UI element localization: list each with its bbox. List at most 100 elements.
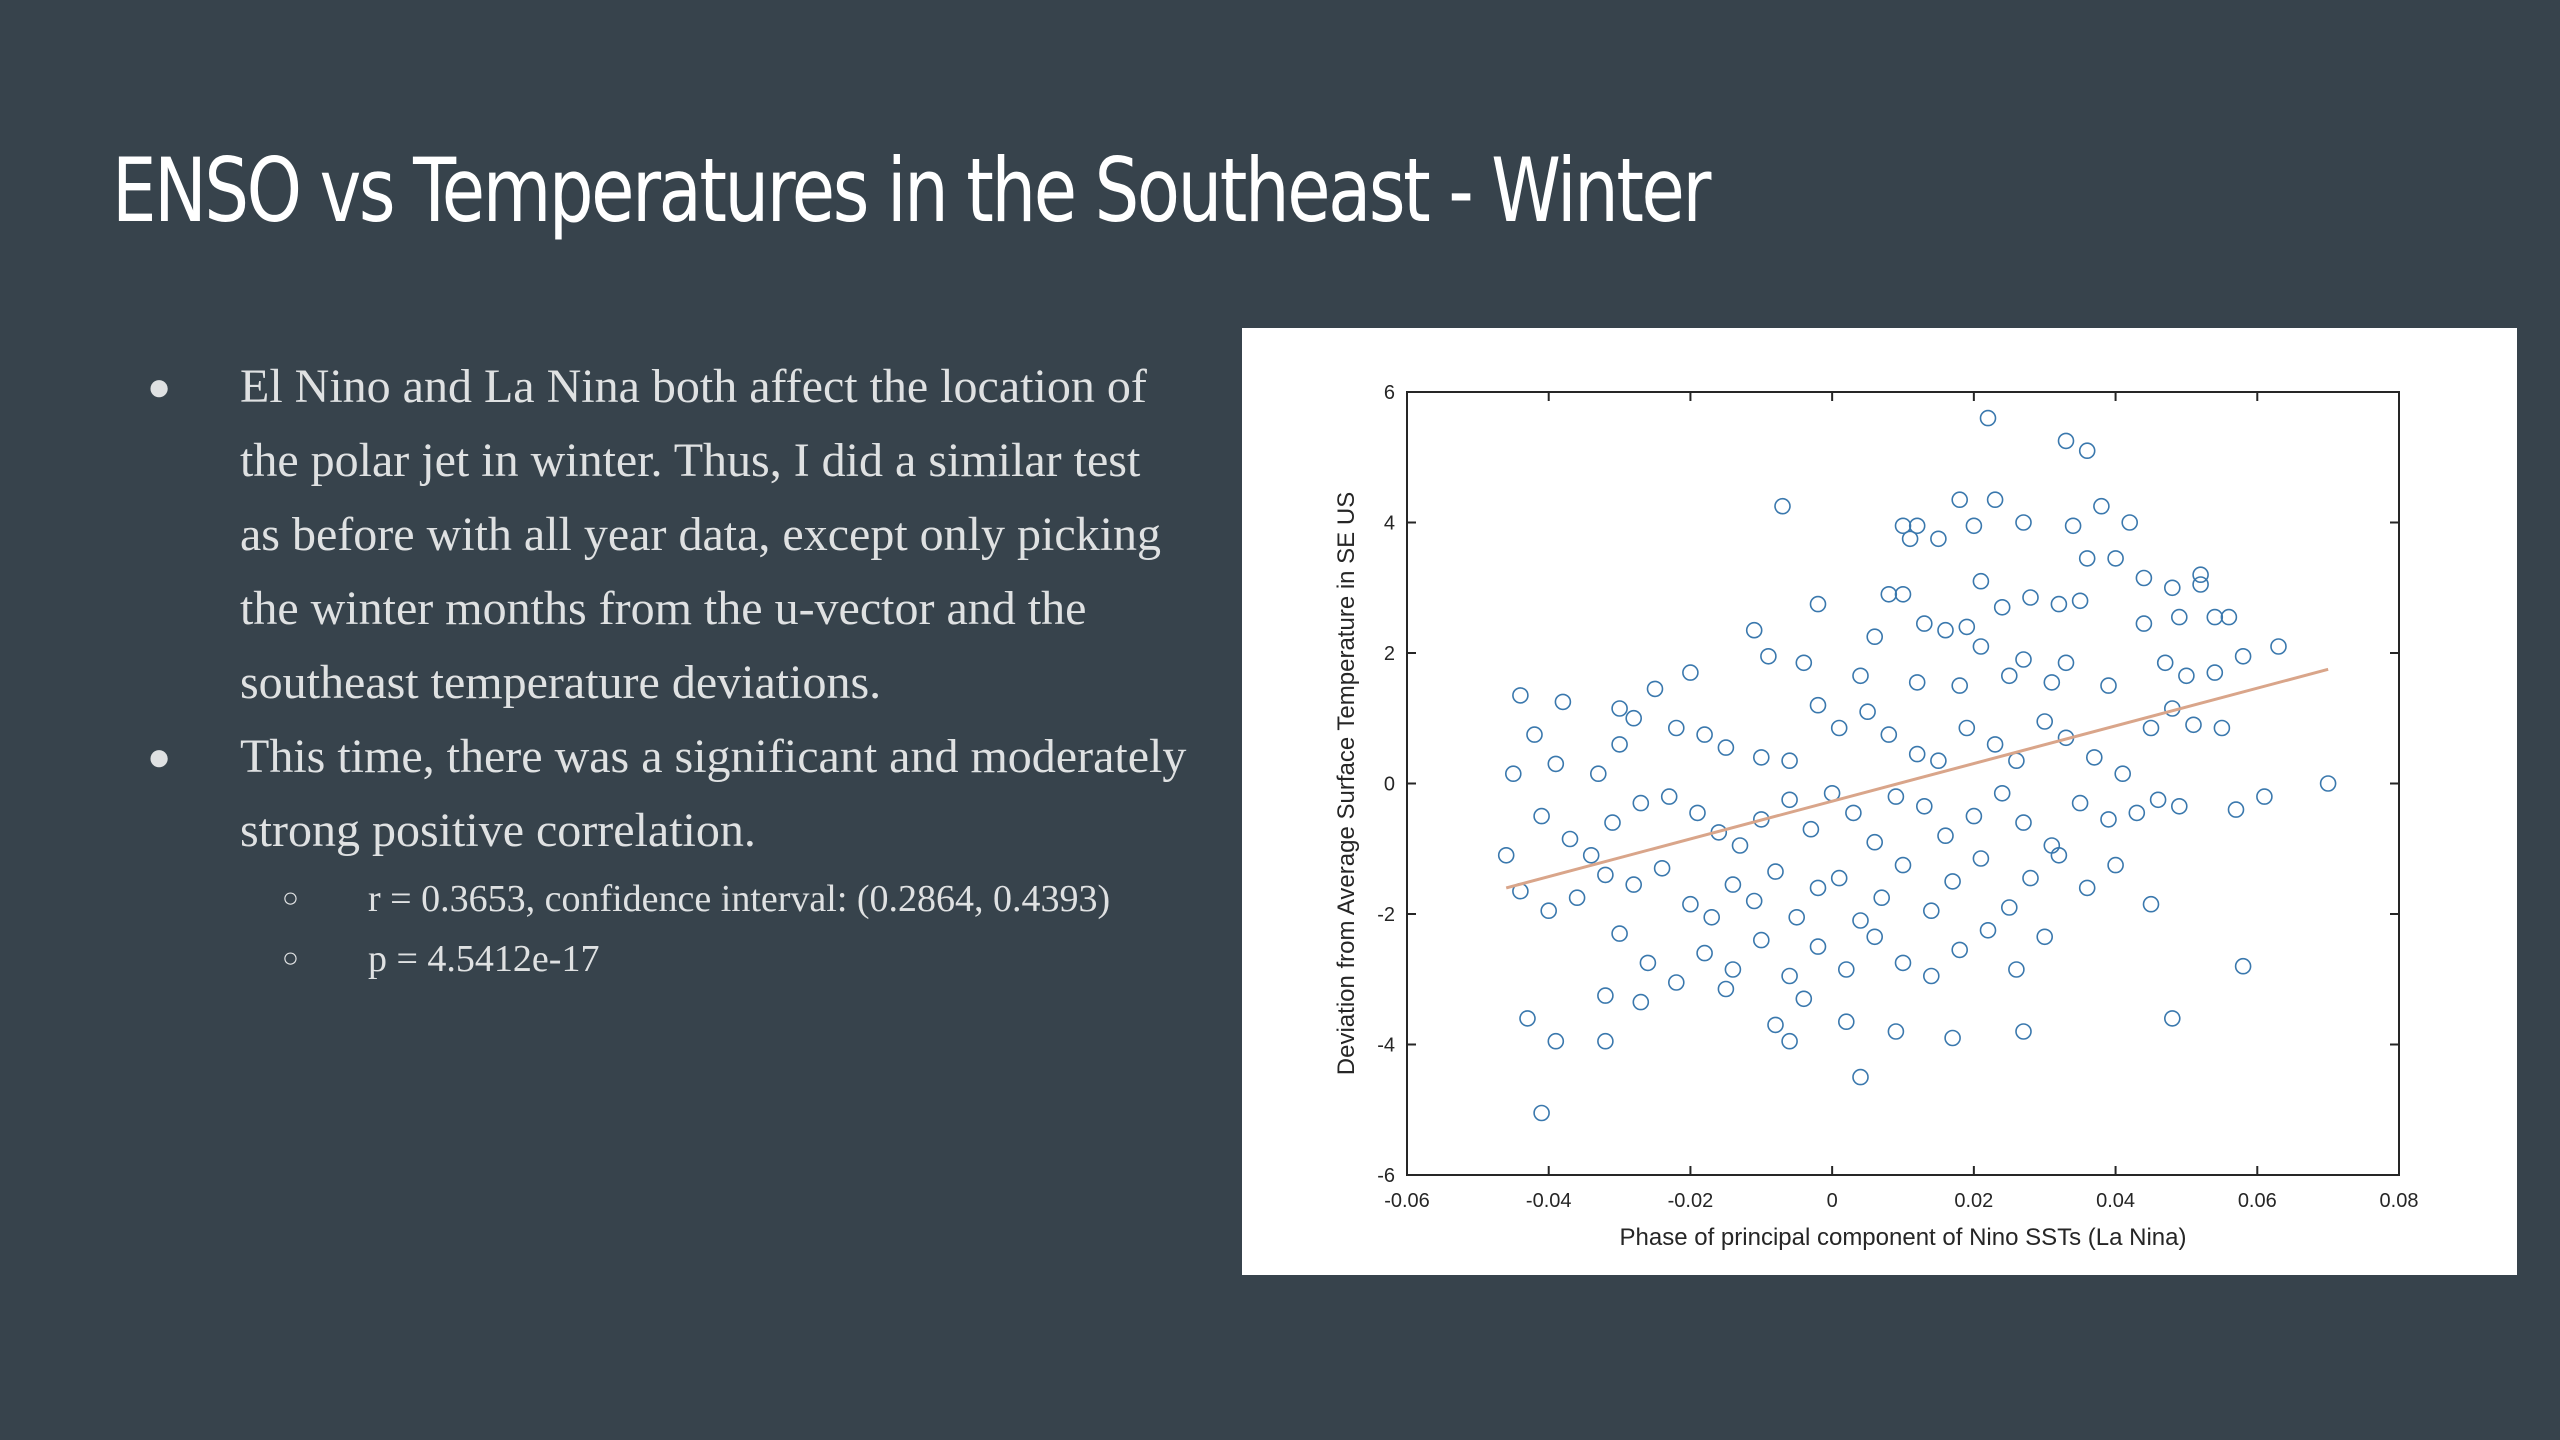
x-tick-label: 0.08 bbox=[2380, 1190, 2419, 1212]
data-point bbox=[1944, 1029, 1961, 1047]
data-point bbox=[1845, 804, 1862, 822]
data-point bbox=[1724, 876, 1742, 893]
data-point bbox=[1951, 677, 1969, 694]
data-point bbox=[1809, 938, 1827, 955]
data-point bbox=[1611, 925, 1628, 942]
data-point bbox=[2107, 856, 2124, 874]
x-tick-label: -0.06 bbox=[1384, 1190, 1430, 1212]
data-point bbox=[2015, 651, 2032, 668]
data-point bbox=[1604, 814, 1621, 831]
data-point bbox=[2142, 719, 2160, 737]
data-point bbox=[1837, 1013, 1855, 1031]
y-tick-label: -6 bbox=[1377, 1165, 1395, 1187]
data-point bbox=[1894, 856, 1912, 874]
data-point bbox=[1802, 820, 1820, 838]
data-point bbox=[1859, 703, 1876, 721]
data-point bbox=[1922, 967, 1940, 985]
data-point bbox=[1887, 1023, 1905, 1040]
data-point bbox=[2050, 595, 2068, 613]
data-point bbox=[2107, 550, 2124, 567]
data-point bbox=[1717, 980, 1735, 998]
data-point bbox=[1653, 859, 1671, 877]
data-point bbox=[2078, 550, 2096, 567]
bullet-item: ● This time, there was a significant and… bbox=[147, 720, 1190, 868]
data-point bbox=[1526, 726, 1543, 743]
data-point bbox=[1901, 530, 1919, 548]
data-point bbox=[1795, 990, 1813, 1008]
data-point bbox=[1781, 967, 1798, 985]
data-point bbox=[2142, 895, 2160, 913]
data-point bbox=[2057, 432, 2075, 450]
data-point bbox=[2170, 797, 2188, 815]
data-point bbox=[1852, 667, 1869, 685]
data-point bbox=[1809, 595, 1827, 613]
sub-bullet-marker: ○ bbox=[282, 943, 299, 974]
data-point bbox=[1908, 517, 1926, 535]
data-point bbox=[1752, 749, 1770, 766]
data-point bbox=[1540, 902, 1558, 920]
data-point bbox=[1830, 719, 1848, 737]
data-point bbox=[1958, 719, 1976, 737]
data-point bbox=[1894, 585, 1912, 603]
data-point bbox=[1703, 908, 1721, 926]
data-point bbox=[2036, 713, 2054, 730]
data-point bbox=[1767, 863, 1784, 880]
data-point bbox=[1887, 788, 1905, 805]
data-point bbox=[1519, 1010, 1536, 1027]
data-point bbox=[2178, 667, 2195, 685]
data-point bbox=[1986, 736, 2004, 753]
data-point bbox=[1930, 752, 1947, 770]
data-point bbox=[2256, 788, 2273, 805]
data-point bbox=[2227, 801, 2245, 818]
data-point bbox=[1930, 530, 1947, 548]
data-point bbox=[1533, 807, 1550, 825]
slide-title: ENSO vs Temperatures in the Southeast - … bbox=[112, 139, 1711, 242]
data-point bbox=[1611, 700, 1628, 717]
data-point bbox=[1993, 598, 2011, 616]
data-point bbox=[1795, 654, 1813, 672]
data-point bbox=[1908, 674, 1926, 691]
data-point bbox=[1951, 491, 1969, 508]
data-point bbox=[1922, 902, 1940, 920]
data-point bbox=[1533, 1104, 1550, 1122]
data-point bbox=[1760, 647, 1777, 665]
x-axis-label: Phase of principal component of Nino SST… bbox=[1620, 1224, 2187, 1251]
data-point bbox=[1972, 572, 1990, 590]
data-point bbox=[2234, 647, 2252, 665]
data-point bbox=[1781, 1032, 1798, 1050]
y-tick-label: 4 bbox=[1384, 513, 1395, 535]
data-point bbox=[2163, 1010, 2181, 1027]
data-point bbox=[2149, 791, 2167, 809]
data-point bbox=[1866, 928, 1884, 946]
data-point bbox=[2206, 664, 2224, 681]
data-point bbox=[1944, 873, 1961, 890]
data-point bbox=[1696, 726, 1713, 743]
data-point bbox=[2093, 497, 2110, 515]
data-point bbox=[1639, 954, 1657, 972]
chart-background bbox=[1242, 328, 2517, 1275]
bullet-list: ● El Nino and La Nina both affect the lo… bbox=[147, 350, 1190, 990]
data-point bbox=[1972, 850, 1990, 867]
x-tick-label: 0.02 bbox=[1954, 1190, 1993, 1212]
sub-bullet-item: ○ p = 4.5412e-17 bbox=[282, 930, 1190, 988]
y-tick-label: 2 bbox=[1384, 643, 1395, 665]
data-point bbox=[2008, 961, 2025, 978]
data-point bbox=[2192, 566, 2209, 583]
x-tick-label: 0.06 bbox=[2238, 1190, 2277, 1212]
data-point bbox=[1767, 1016, 1784, 1034]
data-point bbox=[2015, 1023, 2032, 1040]
bullet-item: ● El Nino and La Nina both affect the lo… bbox=[147, 350, 1190, 720]
data-point bbox=[2015, 814, 2032, 831]
data-point bbox=[1993, 784, 2011, 802]
data-point bbox=[1915, 615, 1933, 632]
bullet-text: El Nino and La Nina both affect the loca… bbox=[240, 360, 1161, 709]
data-point bbox=[1781, 752, 1798, 770]
sub-bullet-item: ○ r = 0.3653, confidence interval: (0.28… bbox=[282, 870, 1190, 928]
data-point bbox=[2078, 442, 2096, 459]
data-point bbox=[2064, 517, 2082, 535]
data-point bbox=[1986, 491, 2004, 508]
data-point bbox=[1866, 628, 1884, 646]
data-point bbox=[2100, 677, 2117, 694]
data-point bbox=[1547, 1032, 1565, 1050]
data-point bbox=[2213, 719, 2231, 737]
